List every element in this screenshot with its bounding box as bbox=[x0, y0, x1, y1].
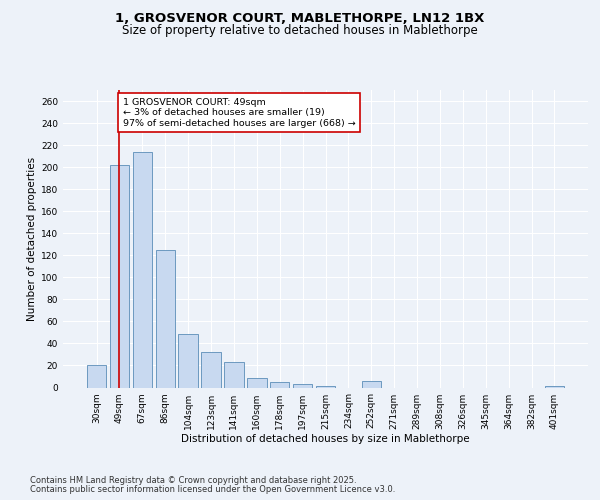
Text: Contains public sector information licensed under the Open Government Licence v3: Contains public sector information licen… bbox=[30, 485, 395, 494]
Y-axis label: Number of detached properties: Number of detached properties bbox=[27, 156, 37, 321]
Text: Size of property relative to detached houses in Mablethorpe: Size of property relative to detached ho… bbox=[122, 24, 478, 37]
Bar bbox=[155, 250, 175, 388]
Bar bbox=[202, 352, 221, 388]
Bar bbox=[110, 165, 129, 388]
Bar bbox=[362, 381, 381, 388]
Bar bbox=[545, 386, 564, 388]
Bar bbox=[87, 366, 106, 388]
Bar bbox=[293, 384, 313, 388]
Bar bbox=[178, 334, 198, 388]
Bar bbox=[316, 386, 335, 388]
Text: Contains HM Land Registry data © Crown copyright and database right 2025.: Contains HM Land Registry data © Crown c… bbox=[30, 476, 356, 485]
Bar bbox=[224, 362, 244, 388]
X-axis label: Distribution of detached houses by size in Mablethorpe: Distribution of detached houses by size … bbox=[181, 434, 470, 444]
Bar bbox=[247, 378, 266, 388]
Bar bbox=[133, 152, 152, 388]
Bar bbox=[270, 382, 289, 388]
Text: 1, GROSVENOR COURT, MABLETHORPE, LN12 1BX: 1, GROSVENOR COURT, MABLETHORPE, LN12 1B… bbox=[115, 12, 485, 26]
Text: 1 GROSVENOR COURT: 49sqm
← 3% of detached houses are smaller (19)
97% of semi-de: 1 GROSVENOR COURT: 49sqm ← 3% of detache… bbox=[123, 98, 356, 128]
